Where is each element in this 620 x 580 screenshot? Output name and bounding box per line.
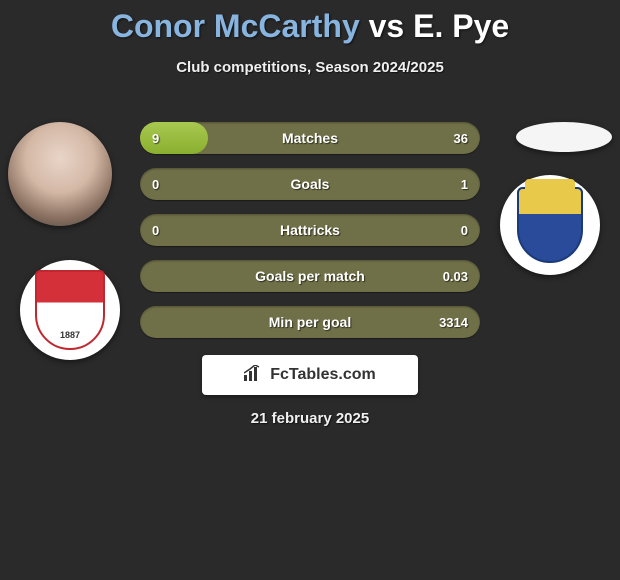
stat-right-value: 0 — [461, 223, 468, 238]
stat-label: Goals — [140, 176, 480, 192]
barnsley-crest-icon — [35, 270, 105, 350]
player1-club-badge — [20, 260, 120, 360]
stat-row: Goals per match0.03 — [140, 260, 480, 292]
stat-right-value: 36 — [454, 131, 468, 146]
comparison-card: Conor McCarthy vs E. Pye Club competitio… — [0, 0, 620, 580]
date-text: 21 february 2025 — [0, 410, 620, 427]
stat-row: Min per goal3314 — [140, 306, 480, 338]
stat-label: Min per goal — [140, 314, 480, 330]
player1-avatar — [8, 122, 112, 226]
player1-name: Conor McCarthy — [111, 8, 360, 44]
stat-right-value: 1 — [461, 177, 468, 192]
stat-row: 0Hattricks0 — [140, 214, 480, 246]
stat-row: 0Goals1 — [140, 168, 480, 200]
stat-label: Matches — [140, 130, 480, 146]
stat-right-value: 0.03 — [443, 269, 468, 284]
vs-text: vs — [369, 8, 405, 44]
player2-name: E. Pye — [413, 8, 509, 44]
player2-avatar — [516, 122, 612, 152]
source-badge: FcTables.com — [202, 355, 418, 395]
source-text: FcTables.com — [270, 366, 376, 384]
stat-row: 9Matches36 — [140, 122, 480, 154]
stat-right-value: 3314 — [439, 315, 468, 330]
stat-label: Goals per match — [140, 268, 480, 284]
player2-club-badge — [500, 175, 600, 275]
subtitle: Club competitions, Season 2024/2025 — [0, 59, 620, 76]
stat-label: Hattricks — [140, 222, 480, 238]
stats-list: 9Matches360Goals10Hattricks0Goals per ma… — [140, 122, 480, 352]
stockport-crest-icon — [517, 187, 583, 263]
page-title: Conor McCarthy vs E. Pye — [0, 0, 620, 45]
chart-bar-icon — [244, 365, 264, 386]
